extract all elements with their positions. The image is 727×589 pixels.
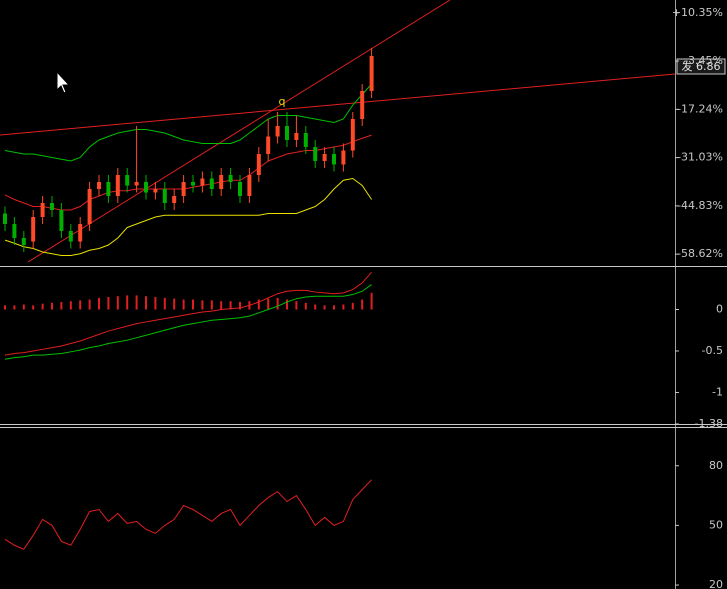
candle-body [200, 178, 205, 186]
candle-body [50, 203, 54, 210]
y-tick-label: -31.03% [677, 151, 723, 164]
series-line [4, 271, 372, 356]
candle-body [78, 224, 83, 242]
y-tick-label: -3.45% [684, 54, 723, 67]
candle-body [341, 150, 346, 165]
candle-body [106, 182, 111, 196]
candle-body [275, 126, 280, 137]
series-line [4, 134, 372, 211]
series-line [4, 479, 372, 550]
candle-body [172, 196, 177, 203]
candle-body [332, 154, 336, 165]
candle-body [162, 189, 167, 203]
candle-body [40, 203, 45, 217]
candle-body [12, 224, 17, 238]
series-line [4, 177, 373, 256]
candle-body [350, 119, 355, 151]
series-line [4, 284, 372, 360]
y-tick-label: -44.83% [677, 199, 723, 212]
trend-line [27, 0, 451, 263]
candle-body [125, 175, 130, 186]
y-tick-label: 80 [709, 459, 723, 472]
candle-body [266, 136, 271, 154]
candle-body [87, 189, 92, 224]
candle-body [228, 175, 233, 182]
y-tick-label: -1.38 [695, 417, 723, 430]
candle-body [144, 182, 148, 193]
candle-body [238, 182, 242, 196]
price-tag-box [676, 58, 726, 75]
candle-body [3, 213, 7, 224]
y-tick-label: -0.5 [702, 344, 723, 357]
candle-body [360, 91, 365, 119]
candle-body [285, 126, 289, 140]
price-tag: 发 6.86 [682, 59, 721, 73]
candle-body [97, 182, 101, 189]
series-line [4, 83, 372, 162]
candle-body [303, 133, 308, 147]
candle-body [369, 56, 374, 91]
y-tick-label: 20 [709, 578, 723, 589]
candle-body [294, 133, 299, 140]
y-tick-label: -17.24% [677, 102, 723, 115]
candle-body [21, 238, 26, 245]
candle-body [247, 175, 252, 196]
marker-label: q [279, 95, 286, 108]
candle-body [322, 154, 327, 161]
trend-line [0, 73, 676, 136]
candle-body [134, 182, 139, 186]
candle-body [153, 189, 158, 193]
candle-body [191, 182, 195, 186]
candle-body [219, 175, 224, 189]
mouse-cursor [56, 70, 71, 94]
y-tick-label: 50 [709, 518, 723, 531]
candle-body [59, 210, 64, 231]
candle-body [115, 175, 120, 196]
candle-body [256, 154, 261, 175]
y-tick-label: +10.35% [672, 6, 723, 19]
y-tick-label: -1 [712, 385, 723, 398]
candle-body [181, 182, 186, 196]
candle-body [313, 147, 318, 161]
y-tick-label: 0 [716, 302, 723, 315]
candle-body [209, 178, 214, 189]
y-tick-label: -58.62% [677, 247, 723, 260]
candle-body [68, 231, 73, 242]
candle-body [31, 217, 36, 242]
